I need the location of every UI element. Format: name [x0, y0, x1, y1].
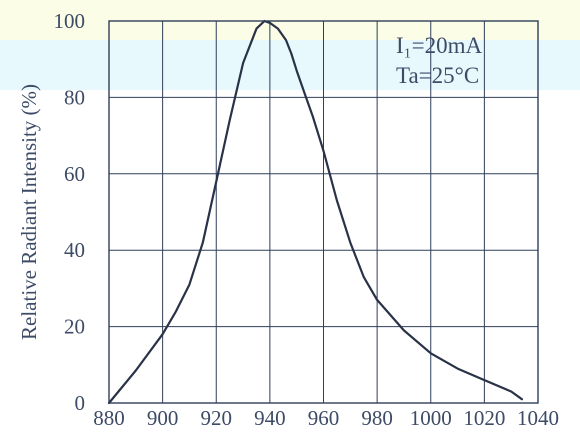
- y-tick-label: 0: [75, 391, 86, 415]
- plot-frame: [108, 20, 539, 404]
- x-tick-label: 960: [308, 406, 340, 430]
- x-tick-label: 900: [147, 406, 179, 430]
- y-tick-labels: 0 20 40 60 80 100: [54, 9, 86, 415]
- y-tick-label: 20: [64, 315, 85, 339]
- x-tick-label: 1000: [410, 406, 452, 430]
- x-tick-label: 980: [361, 406, 393, 430]
- grid-lines: [109, 21, 538, 403]
- temperature-annotation: Ta=25°C: [396, 63, 479, 88]
- current-annotation: I₁=20mA: [396, 33, 483, 58]
- x-tick-label: 1020: [463, 406, 505, 430]
- y-tick-label: 40: [64, 238, 85, 262]
- x-tick-labels: 880 900 920 940 960 980 1000 1020 1040: [93, 406, 559, 430]
- intensity-curve: [107, 19, 523, 405]
- x-tick-label: 1040: [517, 406, 559, 430]
- y-tick-label: 80: [64, 85, 85, 109]
- y-tick-label: 60: [64, 162, 85, 186]
- x-tick-label: 940: [254, 406, 286, 430]
- top-band: [0, 0, 580, 40]
- y-axis-label: Relative Radiant Intensity (%): [17, 84, 41, 340]
- x-tick-label: 880: [93, 406, 125, 430]
- x-tick-label: 920: [201, 406, 233, 430]
- y-tick-label: 100: [54, 9, 86, 33]
